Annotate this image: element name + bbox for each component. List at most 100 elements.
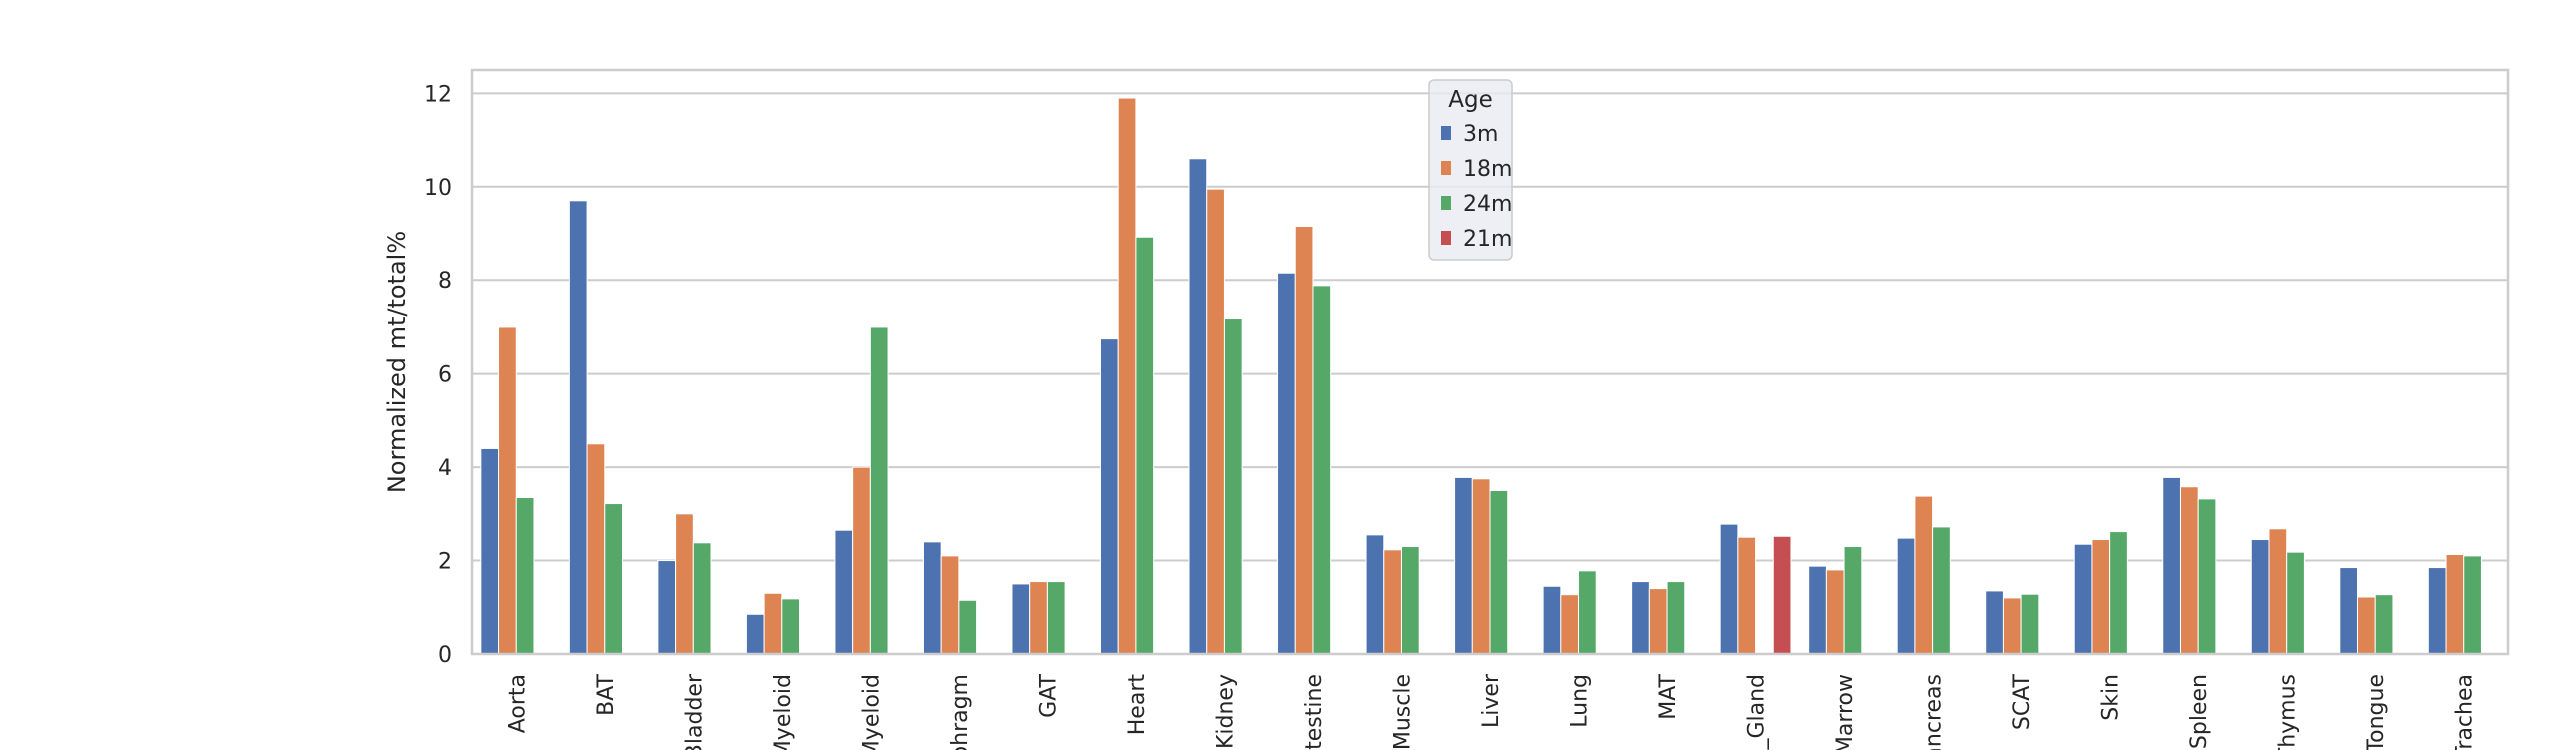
bar-3m <box>2162 476 2181 655</box>
bar-18m <box>1825 569 1845 655</box>
bar-24m <box>1135 236 1155 655</box>
bar-18m <box>852 466 871 655</box>
bar-24m <box>1843 546 1863 655</box>
x-tick-label: GAT <box>1036 673 1061 717</box>
legend-swatch-21m <box>1441 231 1451 245</box>
x-tick-label: Skin <box>2099 674 2124 721</box>
bar-3m <box>1188 158 1208 655</box>
bar-3m <box>1454 476 1473 655</box>
bar-18m <box>675 513 694 655</box>
legend: Age 3m 18m 24m 21m <box>1428 79 1513 261</box>
bar-21m <box>1772 535 1792 655</box>
bar-24m <box>604 503 623 655</box>
bar-3m <box>2339 567 2359 655</box>
bar-18m <box>2091 539 2111 655</box>
bar-18m <box>940 555 960 655</box>
bar-3m <box>1277 272 1296 655</box>
x-tick-label: Liver <box>1479 673 1504 728</box>
bar-18m <box>586 443 606 655</box>
y-tick-labels: 0 2 4 6 8 10 12 <box>424 82 452 668</box>
bar-3m <box>1719 523 1739 655</box>
x-tick-label: Aorta <box>505 674 530 733</box>
legend-label-21m: 21m <box>1463 227 1512 252</box>
bar-3m <box>1542 585 1562 655</box>
bar-18m <box>1737 536 1757 655</box>
bar-24m <box>1666 581 1686 655</box>
x-tick-label: Heart <box>1125 674 1150 736</box>
x-tick-label: Marrow <box>1833 674 1858 750</box>
bar-24m <box>1312 285 1332 655</box>
y-tick-label: 8 <box>438 269 452 294</box>
bar-24m <box>515 496 535 655</box>
bar-24m <box>1932 526 1951 655</box>
legend-swatch-3m <box>1441 126 1451 140</box>
legend-box <box>1428 79 1513 261</box>
bar-3m <box>745 613 765 655</box>
bar-24m <box>781 598 801 655</box>
bar-3m <box>1011 583 1031 655</box>
bar-3m <box>1365 534 1385 655</box>
bar-18m <box>2357 596 2376 655</box>
x-tick-label: Kidney <box>1213 674 1238 749</box>
bar-18m <box>2179 486 2199 655</box>
bar-3m <box>2250 539 2270 655</box>
bar-24m <box>2197 498 2217 655</box>
bar-3m <box>2073 543 2093 655</box>
bar-3m <box>1100 338 1119 655</box>
bar-18m <box>1560 594 1580 655</box>
bar-3m <box>657 560 677 655</box>
bar-24m <box>2109 531 2128 655</box>
bar-18m <box>1471 478 1491 655</box>
bar-18m <box>2445 553 2465 655</box>
y-tick-label: 6 <box>438 363 452 388</box>
legend-label-18m: 18m <box>1463 157 1512 182</box>
x-tick-label: Bladder <box>682 673 707 750</box>
bar-24m <box>2463 555 2482 655</box>
bar-18m <box>2002 597 2022 655</box>
legend-label-24m: 24m <box>1463 192 1512 217</box>
bar-3m <box>1896 537 1916 655</box>
y-tick-label: 0 <box>438 643 452 668</box>
x-tick-label: Lung <box>1568 674 1593 728</box>
bar-18m <box>1294 226 1314 655</box>
bar-24m <box>2374 594 2394 655</box>
x-tick-label: ntestine <box>1302 674 1327 750</box>
x-tick-label: _Muscle <box>1390 674 1415 750</box>
x-tick-label: ancreas <box>1922 674 1947 750</box>
x-tick-label: phragm <box>948 674 973 750</box>
x-tick-label: SCAT <box>2010 673 2035 730</box>
bar-3m <box>1631 581 1650 655</box>
y-tick-label: 2 <box>438 550 452 575</box>
x-tick-label: Tongue <box>2364 674 2389 750</box>
bar-3m <box>480 447 500 655</box>
bar-24m <box>692 542 712 655</box>
y-tick-label: 4 <box>438 456 452 481</box>
bar-3m <box>922 541 942 655</box>
x-tick-label: Myeloid <box>771 674 796 750</box>
x-tick-label: Thymus <box>2276 674 2301 750</box>
bar-24m <box>1046 581 1066 655</box>
x-tick-label: MAT <box>1656 673 1681 719</box>
bar-3m <box>1985 590 2004 655</box>
bar-18m <box>763 592 783 655</box>
bar-24m <box>2286 551 2305 655</box>
legend-swatch-24m <box>1441 196 1451 210</box>
x-tick-label: y_Gland <box>1745 674 1770 750</box>
bar-18m <box>1648 588 1668 655</box>
x-tick-label: Trachea <box>2453 674 2478 750</box>
bar-3m <box>568 200 588 655</box>
bar-18m <box>1383 549 1402 655</box>
bar-18m <box>1029 581 1048 655</box>
bar-24m <box>869 326 889 655</box>
legend-swatch-18m <box>1441 161 1451 175</box>
legend-label-3m: 3m <box>1463 122 1498 147</box>
legend-title: Age <box>1448 87 1492 113</box>
bar-24m <box>958 599 978 655</box>
bar-24m <box>1400 546 1420 655</box>
bar-18m <box>1206 188 1225 655</box>
bar-24m <box>1489 489 1509 655</box>
bar-18m <box>2268 528 2288 655</box>
x-tick-label: Myeloid <box>859 674 884 750</box>
y-axis-label: Normalized mt/total% <box>383 231 411 493</box>
